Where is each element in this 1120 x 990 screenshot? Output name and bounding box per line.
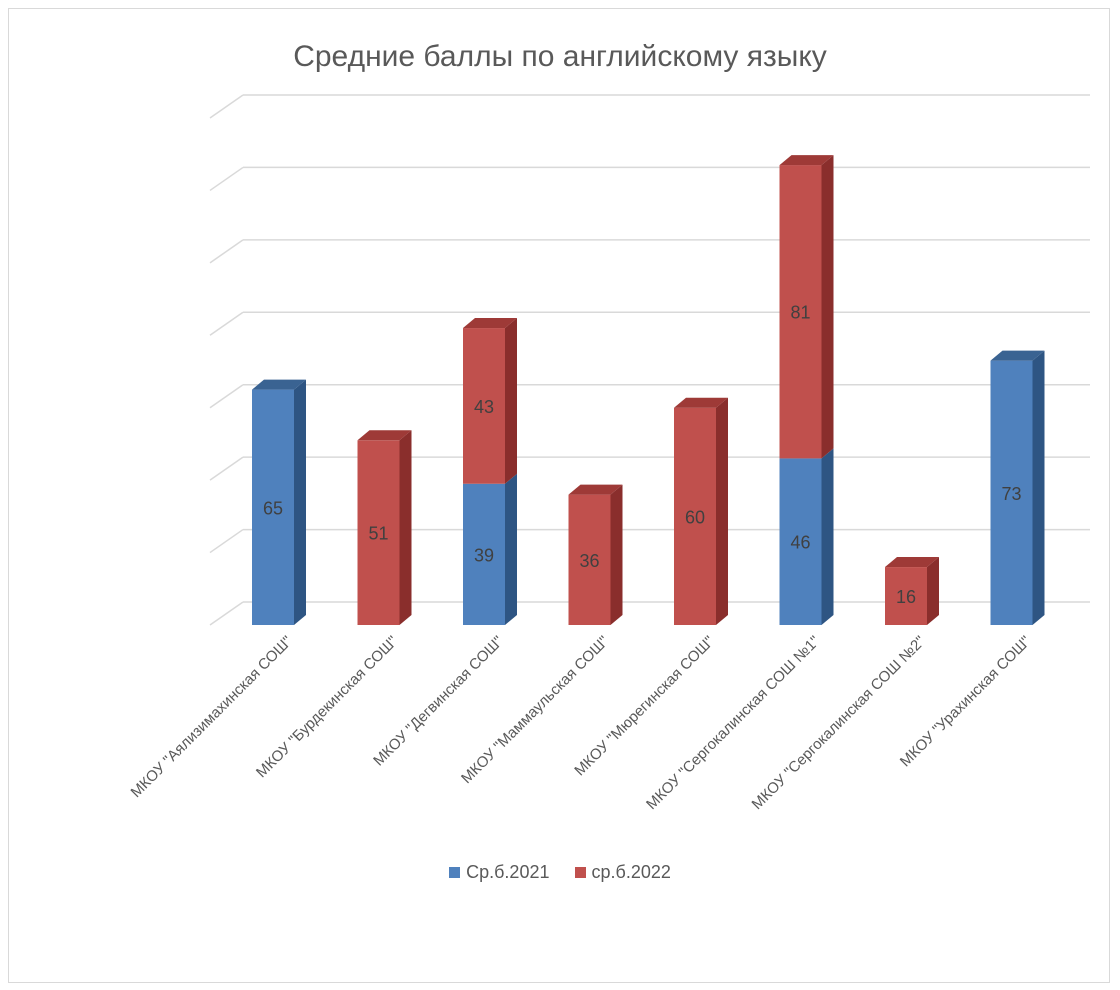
data-label: 51 (368, 524, 388, 544)
bar-2021-1 (252, 389, 294, 625)
bar-side-2021-3 (505, 473, 517, 625)
bar-2021-8 (990, 360, 1033, 625)
data-labels: 65 51 39 43 36 60 46 81 16 73 (263, 303, 1022, 607)
data-label: 43 (474, 397, 494, 417)
bar-side-2022-4 (610, 484, 623, 625)
data-label: 16 (896, 587, 916, 607)
bar-side-2021-1 (294, 379, 306, 625)
bar-side-2022-7 (927, 557, 939, 625)
legend-label-2021: Ср.б.2021 (466, 862, 550, 882)
bar-top-8 (990, 350, 1045, 361)
gridline-depth (209, 311, 244, 336)
bar-2022-6 (779, 165, 822, 459)
bar-top-6 (779, 155, 834, 166)
data-label: 36 (579, 551, 599, 571)
gridline-depth (209, 239, 244, 264)
data-label: 46 (790, 533, 810, 553)
data-label: 65 (263, 498, 283, 518)
chart-frame (8, 8, 1110, 983)
bar-2022-2 (357, 440, 400, 625)
x-tick-label: МКОУ "Сергокалинская СОШ №1" (643, 633, 823, 813)
legend-item-2021: Ср.б.2021 (449, 862, 549, 883)
bar-side-2021-8 (1032, 350, 1045, 625)
bar-side-2022-2 (399, 430, 412, 625)
bar-side-2022-6 (821, 155, 834, 459)
bar-top-1 (252, 379, 306, 390)
data-label: 81 (790, 303, 810, 323)
bar-2022-7 (885, 567, 927, 625)
gridlines (209, 94, 1090, 626)
gridline-depth (209, 384, 244, 409)
legend-label-2022: ср.б.2022 (591, 862, 671, 882)
bars (252, 155, 1045, 625)
gridline-depth (209, 456, 244, 481)
bar-2022-5 (674, 407, 716, 625)
bar-side-2022-3 (505, 318, 517, 484)
x-tick-label: МКОУ "Аялизимахинская СОШ" (128, 633, 296, 801)
x-tick-labels: МКОУ "Аялизимахинская СОШ"МКОУ "Бурдекин… (128, 633, 1035, 813)
bar-side-2021-6 (821, 448, 834, 625)
gridline-depth (209, 166, 244, 192)
bar-2022-4 (568, 494, 611, 625)
bar-2022-3 (463, 328, 505, 484)
bar-top-4 (568, 484, 623, 495)
legend-swatch-2021 (449, 867, 461, 878)
gridline-depth (209, 528, 244, 554)
legend: Ср.б.2021 ср.б.2022 (0, 862, 1120, 883)
gridline-depth (209, 94, 244, 119)
chart-title: Средние баллы по английскому языку (293, 40, 827, 73)
data-label: 60 (685, 507, 705, 527)
bar-top-2 (357, 430, 412, 441)
bar-top-7 (885, 557, 939, 568)
data-label: 39 (474, 545, 494, 565)
bar-top-3 (463, 318, 517, 329)
bar-side-2022-5 (716, 397, 728, 625)
x-tick-label: МКОУ "Сергокалинская СОШ №2" (749, 633, 929, 813)
gridline-depth (209, 601, 244, 626)
bar-top-5 (674, 397, 728, 408)
legend-swatch-2022 (574, 867, 586, 878)
bar-2021-3 (463, 483, 505, 625)
data-label: 73 (1001, 484, 1021, 504)
legend-item-2022: ср.б.2022 (574, 862, 671, 883)
bar-2021-6 (779, 458, 822, 625)
